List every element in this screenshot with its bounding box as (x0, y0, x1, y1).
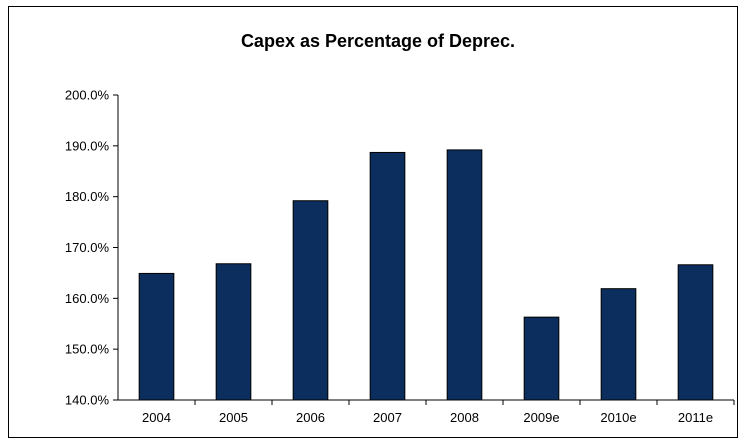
x-tick-label-2007: 2007 (373, 410, 402, 425)
chart-title: Capex as Percentage of Deprec. (241, 31, 515, 51)
x-tick-label-2011e: 2011e (678, 410, 713, 425)
y-tick-label: 140.0% (65, 393, 110, 408)
bar-2007 (369, 151, 406, 401)
x-tick-label-2004: 2004 (142, 410, 171, 425)
bar-2005 (215, 263, 252, 401)
x-axis-ticks: 2004 2005 2006 2007 2008 2009e 2010e 2011e (142, 400, 735, 425)
bar-2011e (677, 264, 714, 401)
x-tick-label-2005: 2005 (219, 410, 248, 425)
x-tick-label-2009e: 2009e (523, 410, 559, 425)
y-tick-label: 190.0% (65, 138, 110, 153)
x-tick-label-2010e: 2010e (600, 410, 636, 425)
y-tick-label: 150.0% (65, 342, 110, 357)
y-tick-label: 180.0% (65, 189, 110, 204)
bar-2010e (600, 288, 637, 401)
bar-2008 (446, 149, 483, 401)
y-tick-label: 160.0% (65, 291, 110, 306)
bar-2004 (138, 272, 175, 401)
bar-2009e (523, 316, 560, 401)
x-tick-label-2008: 2008 (450, 410, 479, 425)
bar-2006 (292, 200, 329, 401)
bars-group (138, 149, 714, 401)
y-axis-ticks: 140.0% 150.0% 160.0% 170.0% 180.0% 190.0% 200.… (65, 88, 118, 408)
x-tick-label-2006: 2006 (296, 410, 325, 425)
y-tick-label: 170.0% (65, 240, 110, 255)
y-tick-label: 200.0% (65, 88, 110, 103)
